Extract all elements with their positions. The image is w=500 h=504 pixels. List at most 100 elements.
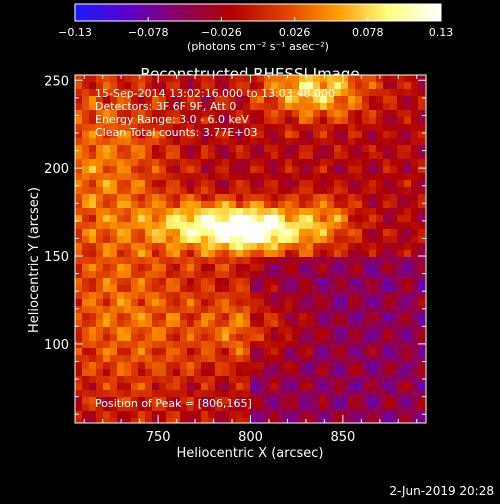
heatmap-cell [194, 103, 201, 110]
heatmap-cell [383, 383, 390, 390]
heatmap-cell [404, 411, 411, 418]
heatmap-cell [341, 404, 348, 411]
heatmap-cell [145, 89, 152, 96]
heatmap-cell [306, 383, 313, 390]
heatmap-cell [390, 138, 397, 145]
heatmap-cell [180, 180, 187, 187]
heatmap-cell [313, 131, 320, 138]
heatmap-cell [327, 124, 334, 131]
heatmap-cell [250, 383, 257, 390]
heatmap-cell [390, 397, 397, 404]
heatmap-cell [397, 89, 404, 96]
heatmap-cell [327, 173, 334, 180]
heatmap-cell [96, 299, 103, 306]
heatmap-cell [264, 75, 271, 82]
heatmap-cell [138, 131, 145, 138]
heatmap-cell [397, 124, 404, 131]
heatmap-cell [327, 362, 334, 369]
heatmap-cell [229, 180, 236, 187]
heatmap-cell [236, 411, 243, 418]
heatmap-cell [299, 201, 306, 208]
heatmap-cell [215, 362, 222, 369]
heatmap-cell [341, 159, 348, 166]
heatmap-cell [390, 96, 397, 103]
heatmap-cell [215, 285, 222, 292]
heatmap-cell [159, 264, 166, 271]
heatmap-cell [306, 117, 313, 124]
heatmap-cell [362, 278, 369, 285]
heatmap-cell [110, 355, 117, 362]
heatmap-cell [264, 334, 271, 341]
heatmap-cell [299, 117, 306, 124]
heatmap-cell [180, 250, 187, 257]
heatmap-cell [229, 110, 236, 117]
heatmap-cell [313, 285, 320, 292]
heatmap-cell [285, 390, 292, 397]
heatmap-cell [306, 369, 313, 376]
heatmap-cell [103, 313, 110, 320]
heatmap-cell [299, 334, 306, 341]
heatmap-cell [82, 222, 89, 229]
heatmap-cell [208, 278, 215, 285]
heatmap-cell [264, 229, 271, 236]
heatmap-cell [250, 250, 257, 257]
heatmap-cell [82, 362, 89, 369]
heatmap-cell [159, 215, 166, 222]
heatmap-cell [355, 306, 362, 313]
heatmap-cell [250, 404, 257, 411]
heatmap-cell [320, 264, 327, 271]
heatmap-cell [285, 320, 292, 327]
heatmap-cell [292, 278, 299, 285]
heatmap-cell [138, 208, 145, 215]
heatmap-cell [138, 306, 145, 313]
heatmap-cell [271, 292, 278, 299]
heatmap-cell [208, 82, 215, 89]
heatmap-cell [222, 313, 229, 320]
heatmap-cell [285, 187, 292, 194]
heatmap-cell [299, 383, 306, 390]
heatmap-cell [306, 257, 313, 264]
heatmap-cell [110, 145, 117, 152]
heatmap-cell [348, 320, 355, 327]
heatmap-cell [362, 124, 369, 131]
heatmap-cell [131, 250, 138, 257]
heatmap-cell [299, 96, 306, 103]
heatmap-cell [362, 341, 369, 348]
heatmap-cell [82, 348, 89, 355]
heatmap-cell [166, 334, 173, 341]
heatmap-cell [313, 124, 320, 131]
heatmap-cell [131, 89, 138, 96]
heatmap-cell [390, 250, 397, 257]
heatmap-cell [96, 124, 103, 131]
heatmap-cell [271, 313, 278, 320]
heatmap-cell [257, 180, 264, 187]
heatmap-cell [369, 285, 376, 292]
heatmap-cell [159, 320, 166, 327]
heatmap-cell [383, 418, 390, 423]
heatmap-cell [236, 397, 243, 404]
heatmap-cell [418, 278, 425, 285]
heatmap-cell [383, 320, 390, 327]
heatmap-cell [243, 243, 250, 250]
heatmap-cell [180, 194, 187, 201]
heatmap-cell [397, 320, 404, 327]
heatmap-cell [236, 418, 243, 423]
heatmap-cell [355, 103, 362, 110]
heatmap-cell [236, 243, 243, 250]
heatmap-cell [397, 250, 404, 257]
heatmap-cell [145, 397, 152, 404]
heatmap-cell [390, 166, 397, 173]
heatmap-cell [299, 411, 306, 418]
heatmap-cell [229, 411, 236, 418]
heatmap-cell [404, 376, 411, 383]
heatmap-cell [117, 173, 124, 180]
heatmap-cell [285, 299, 292, 306]
heatmap-cell [152, 278, 159, 285]
heatmap-cell [229, 397, 236, 404]
heatmap-cell [306, 334, 313, 341]
heatmap-cell [222, 194, 229, 201]
heatmap-cell [194, 117, 201, 124]
heatmap-cell [292, 264, 299, 271]
heatmap-cell [89, 131, 96, 138]
heatmap-cell [299, 208, 306, 215]
